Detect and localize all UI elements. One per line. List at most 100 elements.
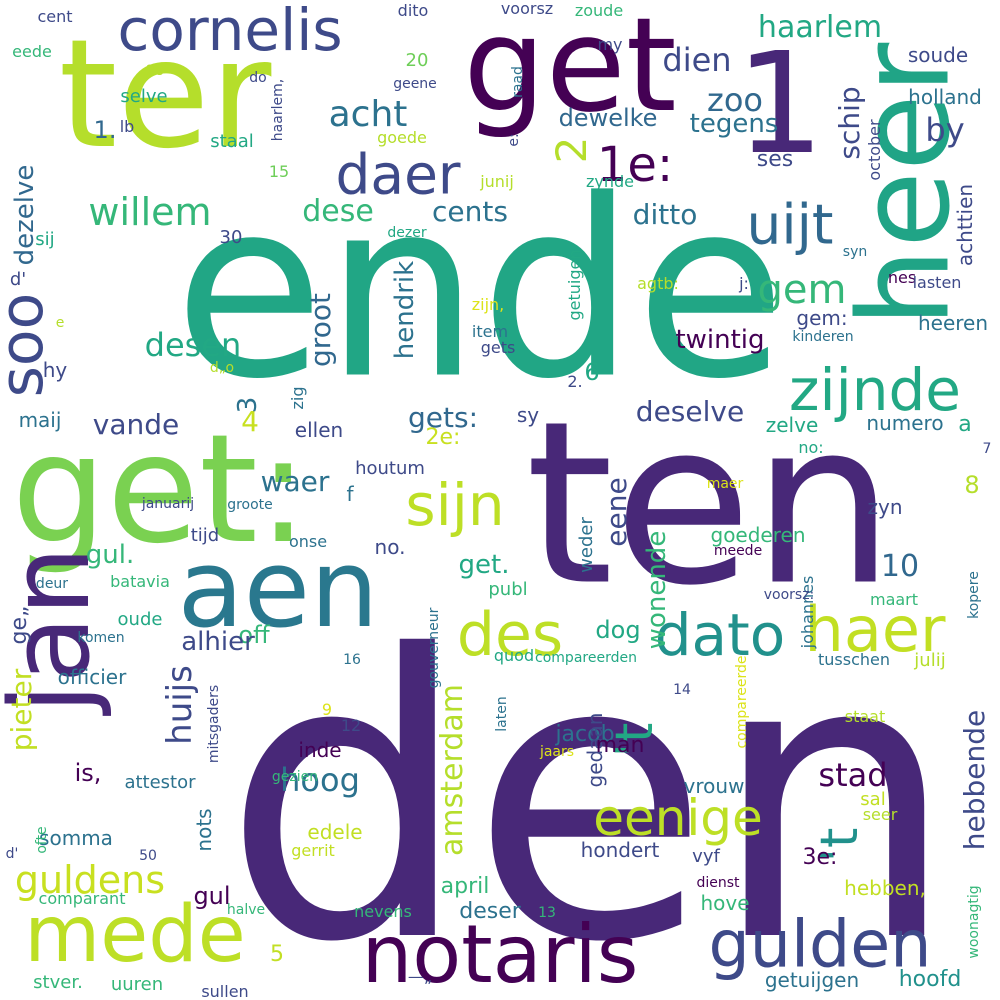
- cloud-word: hy: [42, 358, 68, 382]
- cloud-word: geene: [393, 76, 437, 92]
- cloud-word: gouverneur: [426, 607, 442, 689]
- cloud-word: 50: [139, 848, 157, 864]
- cloud-word: deselve: [635, 395, 745, 428]
- cloud-word: halve: [226, 902, 266, 918]
- cloud-word: agtb:: [637, 274, 679, 293]
- cloud-word: my: [597, 35, 623, 54]
- cloud-word: lasten: [912, 273, 962, 292]
- cloud-word: 4: [241, 405, 259, 438]
- cloud-word: zelve: [765, 413, 819, 437]
- cloud-word: maer: [706, 476, 744, 492]
- cloud-word: laten: [494, 696, 510, 732]
- cloud-word: gem:: [796, 306, 848, 330]
- cloud-word: hoog: [280, 761, 360, 799]
- cloud-word: tusschen: [817, 650, 891, 669]
- cloud-word: waer: [260, 465, 330, 498]
- cloud-word: sy: [516, 403, 540, 427]
- cloud-word: kopere: [966, 571, 982, 619]
- cloud-word: gezien: [271, 769, 319, 785]
- cloud-word: dewelke: [558, 104, 658, 132]
- cloud-word: lb: [119, 117, 135, 136]
- cloud-word: 8: [964, 471, 980, 499]
- cloud-word: amsterdam: [435, 684, 470, 856]
- cloud-word: hoofd: [898, 967, 962, 992]
- cloud-word: staat: [844, 707, 886, 726]
- cloud-word: ten: [525, 373, 895, 636]
- cloud-word: oude: [117, 609, 163, 630]
- cloud-word: acht: [328, 94, 408, 135]
- cloud-word: gul: [193, 882, 231, 910]
- cloud-word: 20: [405, 50, 429, 71]
- cloud-word: junij: [480, 172, 514, 191]
- cloud-word: raad: [510, 66, 526, 98]
- cloud-word: october: [865, 119, 884, 181]
- cloud-word: pieter: [5, 668, 38, 752]
- cloud-word: 3e:: [802, 845, 838, 870]
- cloud-word: vyf: [692, 846, 720, 867]
- cloud-word: somma: [39, 826, 113, 850]
- cloud-word: 28: [146, 63, 164, 79]
- cloud-word: is,: [74, 759, 102, 787]
- cloud-word: officier: [57, 665, 127, 689]
- cloud-word: 13: [538, 905, 556, 921]
- cloud-word: gul.: [85, 540, 135, 570]
- cloud-word: 7: [982, 441, 992, 457]
- cloud-word: getuigen: [565, 249, 584, 321]
- cloud-word: eede: [12, 42, 52, 61]
- cloud-word: kinderen: [792, 329, 854, 345]
- cloud-word: groote: [227, 497, 273, 513]
- cloud-word: e: [55, 315, 65, 331]
- cloud-word: sullen: [201, 982, 249, 1000]
- cloud-word: tijd: [190, 525, 220, 546]
- cloud-word: inde: [298, 738, 342, 762]
- cloud-word: goede: [377, 128, 427, 147]
- cloud-word: hove: [700, 891, 750, 915]
- cloud-word: willem: [88, 190, 212, 234]
- cloud-word: heeren: [917, 311, 989, 335]
- cloud-word: woonagtig: [966, 885, 982, 959]
- cloud-word: huijs: [160, 665, 200, 745]
- cloud-word: komen: [77, 630, 125, 646]
- cloud-word: item: [471, 322, 509, 341]
- cloud-word: zoude: [574, 1, 624, 20]
- cloud-word: publ: [488, 579, 528, 600]
- cloud-word: wonende: [642, 530, 672, 650]
- cloud-word: 1: [735, 23, 825, 186]
- cloud-word: ses: [756, 147, 794, 172]
- cloud-word: cents: [432, 195, 508, 228]
- cloud-word: des: [456, 600, 564, 670]
- cloud-word: voorsz:: [763, 587, 815, 603]
- cloud-word: 2: [547, 136, 596, 164]
- cloud-word: do: [249, 70, 267, 86]
- cloud-word: cent: [37, 7, 73, 26]
- cloud-word: 5: [270, 942, 284, 967]
- cloud-word: julij: [914, 650, 946, 671]
- cloud-word: eene: [600, 477, 633, 547]
- cloud-word: haarlem,: [270, 78, 286, 142]
- cloud-word: dien: [662, 41, 732, 79]
- cloud-word: hebbende: [958, 709, 991, 851]
- cloud-word: nevens: [354, 902, 412, 921]
- cloud-word: gerrit: [291, 841, 335, 860]
- cloud-word: get:: [11, 403, 309, 577]
- cloud-word: ellen: [294, 418, 344, 442]
- cloud-word: staal: [210, 131, 254, 152]
- cloud-word: quod: [493, 646, 535, 665]
- cloud-word: gem: [757, 267, 847, 313]
- cloud-word: groot: [304, 293, 337, 367]
- cloud-word: schip: [833, 86, 866, 160]
- cloud-word: goederen: [710, 523, 806, 547]
- cloud-word: holland: [908, 85, 982, 109]
- cloud-word: get: [463, 0, 677, 141]
- cloud-word: sijn: [405, 471, 505, 539]
- cloud-word: gulden: [708, 907, 932, 983]
- cloud-word: 15: [268, 162, 290, 181]
- cloud-word: compareerde: [734, 655, 750, 749]
- cloud-word: zijn,: [471, 295, 505, 314]
- cloud-word: zynde: [585, 172, 635, 191]
- cloud-word: deur: [35, 576, 69, 592]
- cloud-word: 2.: [567, 372, 583, 391]
- cloud-word: ter: [58, 8, 272, 182]
- cloud-word: man: [595, 733, 645, 758]
